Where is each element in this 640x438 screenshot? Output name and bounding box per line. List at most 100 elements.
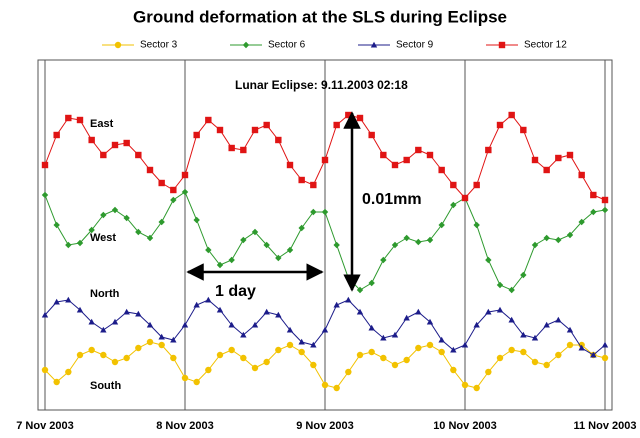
marker <box>263 308 270 315</box>
marker <box>461 341 469 348</box>
marker <box>333 241 340 249</box>
marker <box>485 368 492 376</box>
marker <box>228 321 235 328</box>
annotation: Lunar Eclipse: 9.11.2003 02:18 <box>235 78 408 92</box>
marker <box>298 224 305 232</box>
marker <box>114 41 122 49</box>
marker <box>415 308 422 315</box>
grid <box>44 60 606 410</box>
marker <box>498 41 506 49</box>
marker <box>193 378 200 386</box>
annotations: Lunar Eclipse: 9.11.2003 02:18 East West No… <box>90 78 422 392</box>
marker <box>543 321 550 328</box>
marker <box>391 331 399 338</box>
marker <box>286 341 294 349</box>
x-tick-label: 11 Nov 2003 <box>574 420 637 432</box>
marker <box>531 358 539 366</box>
marker <box>356 351 364 359</box>
marker <box>380 256 387 264</box>
marker <box>146 166 154 174</box>
marker <box>251 364 259 372</box>
marker <box>135 151 142 159</box>
marker <box>555 316 562 323</box>
marker <box>601 196 609 204</box>
marker <box>310 181 317 189</box>
marker <box>566 231 574 239</box>
marker <box>345 296 352 303</box>
marker <box>88 346 95 354</box>
marker <box>426 318 434 325</box>
marker <box>485 256 492 264</box>
marker <box>380 334 387 341</box>
marker <box>170 354 177 362</box>
marker <box>310 208 317 216</box>
marker <box>228 346 235 354</box>
series-group <box>41 111 609 392</box>
marker <box>321 208 329 216</box>
marker <box>566 341 574 349</box>
marker <box>310 341 317 348</box>
marker <box>403 156 410 164</box>
marker <box>370 41 378 48</box>
marker <box>578 218 585 226</box>
marker <box>205 296 212 303</box>
marker <box>438 348 445 356</box>
marker <box>520 271 527 279</box>
marker <box>88 318 95 325</box>
marker <box>88 136 95 144</box>
marker <box>53 131 60 139</box>
marker <box>65 241 72 249</box>
marker <box>368 324 375 331</box>
marker <box>181 374 189 382</box>
marker <box>461 381 469 389</box>
marker <box>298 348 305 356</box>
marker <box>193 216 200 224</box>
marker <box>76 306 84 313</box>
marker <box>356 308 364 315</box>
annotation: South <box>90 380 121 392</box>
marker <box>286 161 294 169</box>
marker <box>473 221 480 229</box>
marker <box>170 196 177 204</box>
marker <box>146 321 154 328</box>
marker <box>590 208 597 216</box>
marker <box>531 334 539 341</box>
marker <box>65 296 72 303</box>
marker <box>65 114 72 122</box>
marker <box>205 366 212 374</box>
marker <box>53 298 60 305</box>
marker <box>123 214 130 222</box>
marker <box>368 348 375 356</box>
marker <box>298 338 305 345</box>
annotation: West <box>90 232 116 244</box>
marker <box>508 286 515 294</box>
marker <box>321 156 329 164</box>
marker <box>520 331 527 338</box>
marker <box>368 131 375 139</box>
marker <box>240 236 247 244</box>
marker <box>590 191 597 199</box>
marker <box>601 354 609 362</box>
marker <box>391 161 399 169</box>
marker <box>205 116 212 124</box>
marker <box>403 234 410 242</box>
marker <box>450 181 457 189</box>
marker <box>170 336 177 343</box>
marker <box>298 176 305 184</box>
marker <box>41 161 49 169</box>
marker <box>508 111 515 119</box>
legend-label: Sector 9 <box>396 40 434 51</box>
marker <box>415 238 422 246</box>
marker <box>251 126 259 134</box>
marker <box>53 378 60 386</box>
marker <box>41 191 49 199</box>
annotation: 1 day <box>215 283 256 300</box>
marker <box>601 206 609 214</box>
marker <box>508 346 515 354</box>
x-tick-label: 9 Nov 2003 <box>296 420 353 432</box>
legend: Sector 3 Sector 6 Sector 9 Sector 12 <box>102 40 567 51</box>
marker <box>531 156 539 164</box>
legend-label: Sector 6 <box>268 40 306 51</box>
annotation: East <box>90 118 114 130</box>
